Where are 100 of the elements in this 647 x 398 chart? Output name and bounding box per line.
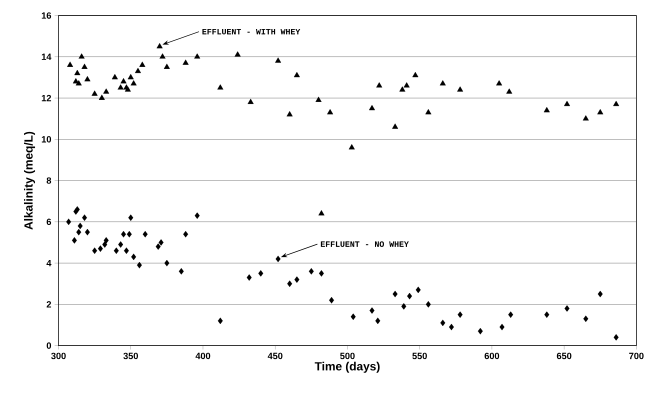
point <box>234 51 241 57</box>
point <box>124 248 129 254</box>
point <box>440 80 446 86</box>
point <box>134 68 141 74</box>
point <box>82 64 88 70</box>
point <box>74 70 80 76</box>
point <box>399 86 406 92</box>
point <box>84 76 90 82</box>
point <box>426 301 431 308</box>
point <box>544 107 550 112</box>
point <box>564 305 570 312</box>
point <box>182 60 189 65</box>
point <box>613 100 620 106</box>
point <box>407 292 412 300</box>
point <box>67 62 74 68</box>
point <box>318 210 324 216</box>
point <box>416 286 421 294</box>
point <box>597 109 604 114</box>
point <box>104 237 109 244</box>
point <box>128 74 134 80</box>
point <box>583 316 588 322</box>
point <box>368 105 376 110</box>
point <box>478 328 483 335</box>
point <box>217 84 224 90</box>
point <box>506 88 512 94</box>
point <box>448 324 454 330</box>
x-tick-label: 550 <box>412 352 427 360</box>
y-tick-label: 16 <box>42 12 52 19</box>
point <box>72 237 77 244</box>
point <box>294 276 300 284</box>
x-tick-label: 400 <box>196 352 210 360</box>
point <box>598 290 603 298</box>
point <box>118 84 124 90</box>
y-tick-label: 12 <box>42 95 52 102</box>
point <box>98 246 103 252</box>
point <box>78 222 83 230</box>
point <box>126 231 132 238</box>
point <box>139 62 146 68</box>
point <box>376 82 382 88</box>
point <box>118 241 124 248</box>
point <box>112 74 118 80</box>
point <box>92 248 98 254</box>
point <box>258 270 264 277</box>
point <box>114 248 119 254</box>
point <box>294 72 300 78</box>
point <box>457 86 464 92</box>
point <box>404 82 410 88</box>
x-tick-label: 350 <box>123 352 138 360</box>
point <box>120 78 127 84</box>
point <box>102 241 108 248</box>
y-tick-label: 10 <box>42 136 52 143</box>
point <box>276 256 281 262</box>
x-tick-label: 450 <box>268 352 282 360</box>
point <box>369 307 375 314</box>
point <box>496 80 502 86</box>
point <box>275 58 282 63</box>
point <box>500 324 505 330</box>
x-tick-label: 500 <box>340 352 355 360</box>
point <box>164 64 170 70</box>
point <box>350 314 356 320</box>
point <box>194 53 200 59</box>
point <box>286 111 293 117</box>
point <box>392 124 398 129</box>
point <box>440 320 446 326</box>
point <box>308 268 314 275</box>
point <box>425 109 432 114</box>
point <box>287 280 292 288</box>
point <box>544 312 550 318</box>
point <box>329 297 334 304</box>
point <box>128 214 134 222</box>
point <box>160 53 166 59</box>
point <box>375 318 380 324</box>
point <box>458 312 463 318</box>
x-tick-label: 700 <box>629 352 644 360</box>
point <box>564 100 570 106</box>
point <box>183 231 188 238</box>
point <box>103 88 110 94</box>
point <box>614 334 619 341</box>
point <box>582 115 589 121</box>
point <box>76 80 82 86</box>
point <box>156 43 163 48</box>
point <box>158 239 164 246</box>
y-tick-label: 4 <box>46 260 52 266</box>
point <box>82 214 88 222</box>
annotation: EFFLUENT - NO WHEY <box>320 241 409 248</box>
point <box>401 303 406 310</box>
point <box>121 231 126 238</box>
point <box>98 94 105 100</box>
point <box>178 268 184 275</box>
y-axis-title: Alkalinity (meq/L) <box>24 132 36 230</box>
point <box>316 96 322 102</box>
point <box>248 98 254 104</box>
point <box>348 144 355 150</box>
point <box>412 72 418 78</box>
y-tick-label: 0 <box>46 342 52 349</box>
annotation: EFFLUENT - WITH WHEY <box>202 29 300 35</box>
y-tick-label: 6 <box>46 218 52 226</box>
x-axis-title: Time (days) <box>314 362 380 373</box>
point <box>156 243 161 250</box>
point <box>508 312 514 318</box>
